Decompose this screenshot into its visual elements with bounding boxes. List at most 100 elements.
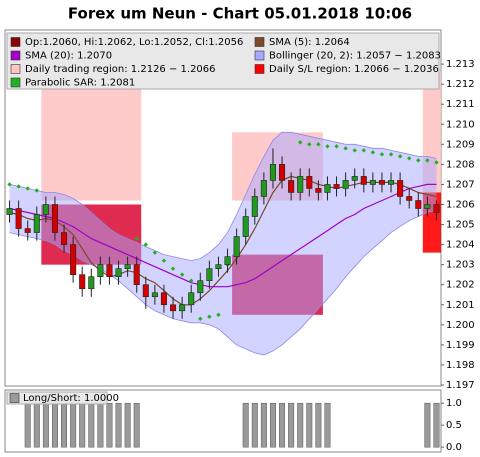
candle-body xyxy=(406,196,413,201)
legend-swatch xyxy=(10,37,21,47)
candle-body xyxy=(260,180,267,197)
bollinger-upper xyxy=(9,131,437,262)
candle-body xyxy=(324,184,331,193)
y-tick-label: 1.198 xyxy=(446,360,475,371)
legend-swatch xyxy=(10,64,21,74)
candle-body xyxy=(79,274,86,290)
sar-dot xyxy=(161,258,167,263)
sar-dot xyxy=(189,278,194,283)
long-short-bar xyxy=(88,402,95,448)
candle-body xyxy=(15,208,22,229)
legend-swatch xyxy=(10,77,21,88)
candle-body xyxy=(378,180,385,185)
sar-dot xyxy=(407,156,412,161)
candle-body xyxy=(242,216,249,237)
region-block xyxy=(41,72,142,201)
y-tick-label: 1.206 xyxy=(446,199,475,210)
long-short-bar xyxy=(24,402,31,448)
sar-dot xyxy=(379,152,385,157)
sar-dot xyxy=(361,148,366,153)
y-tick-label: 1.197 xyxy=(446,380,475,391)
candle-body xyxy=(415,200,422,209)
candle-body xyxy=(288,180,295,193)
y-tick-label: 1.210 xyxy=(446,119,475,130)
legend-label: Long/Short: 1.0000 xyxy=(23,393,119,404)
long-short-bar xyxy=(424,402,431,448)
candle-body xyxy=(33,214,40,233)
legend: Op:1.2060, Hi:1.2062, Lo:1.2052, Cl:1.20… xyxy=(6,32,441,90)
long-short-bar xyxy=(297,402,304,448)
sar-dot xyxy=(198,316,203,322)
y-tick-label: 1.213 xyxy=(446,59,475,70)
main-plot xyxy=(6,72,441,356)
candle-body xyxy=(424,204,431,209)
candle-body xyxy=(342,180,349,189)
candle-body xyxy=(106,264,113,277)
legend-swatch xyxy=(254,64,265,74)
lower-axis: 0.0 0.5 1.0 xyxy=(441,398,462,453)
sar-dot xyxy=(370,150,376,155)
candle-body xyxy=(206,268,213,282)
long-short-bar xyxy=(242,402,249,448)
sar-dot xyxy=(334,144,339,149)
sar-dot xyxy=(143,242,148,247)
long-short-bar xyxy=(433,402,440,448)
candle-body xyxy=(61,232,68,245)
candle-body xyxy=(215,264,222,269)
sar-dot xyxy=(425,158,430,163)
legend-label: SMA (20): 1.2070 xyxy=(25,51,112,62)
legend-label: SMA (5): 1.2064 xyxy=(269,37,350,48)
y-tick-label: 1.204 xyxy=(446,240,475,251)
candle-body xyxy=(306,176,313,189)
long-short-bar xyxy=(133,402,140,448)
long-short-bar xyxy=(51,402,58,448)
candle-body xyxy=(233,236,240,257)
candle-body xyxy=(333,184,340,189)
candle-body xyxy=(124,264,131,269)
long-short-bar xyxy=(106,402,113,448)
candle-body xyxy=(188,292,195,306)
lower-legend: Long/Short: 1.0000 xyxy=(6,391,119,405)
legend-swatch xyxy=(254,50,265,61)
sar-dot xyxy=(397,154,403,159)
sar-dot xyxy=(207,314,212,320)
candle-body xyxy=(42,204,49,215)
sar-dot xyxy=(7,182,12,187)
candle-body xyxy=(369,180,376,185)
candle-body xyxy=(133,264,140,286)
long-short-bar xyxy=(306,402,313,448)
sar-dot xyxy=(352,148,357,153)
sar-dot xyxy=(316,142,321,147)
candle-body xyxy=(433,204,440,213)
candle-body xyxy=(115,268,122,277)
legend-box xyxy=(6,32,440,90)
candle-body xyxy=(88,276,95,290)
sar-dot xyxy=(34,188,39,193)
candle-body xyxy=(388,180,395,185)
y-tick-label: 1.202 xyxy=(446,280,475,291)
bollinger-lower xyxy=(9,210,437,356)
y-tick-label: 1.212 xyxy=(446,79,475,90)
sar-dot xyxy=(388,152,394,157)
legend-label: Daily S/L region: 1.2066 − 1.2036 xyxy=(269,64,439,75)
candle-body xyxy=(279,164,286,181)
candle-body xyxy=(360,176,367,185)
long-short-bar xyxy=(61,402,68,448)
candle-body xyxy=(24,228,31,233)
legend-swatch xyxy=(10,50,21,61)
long-short-bar xyxy=(251,402,258,448)
candle-body xyxy=(197,280,204,294)
sar-dot xyxy=(434,160,439,165)
sar-dot xyxy=(216,312,221,317)
candle-body xyxy=(97,264,104,277)
candle-body xyxy=(315,188,322,193)
y-tick-label: 1.208 xyxy=(446,159,475,170)
sar-dot xyxy=(307,142,312,147)
y-tick-label: 1.203 xyxy=(446,260,475,271)
long-short-bar xyxy=(288,402,295,448)
y-tick-label: 0.5 xyxy=(446,420,462,431)
y-tick-label: 1.205 xyxy=(446,220,475,231)
y-tick-label: 1.209 xyxy=(446,139,475,150)
candle-body xyxy=(160,292,167,306)
y-tick-label: 1.201 xyxy=(446,300,475,311)
